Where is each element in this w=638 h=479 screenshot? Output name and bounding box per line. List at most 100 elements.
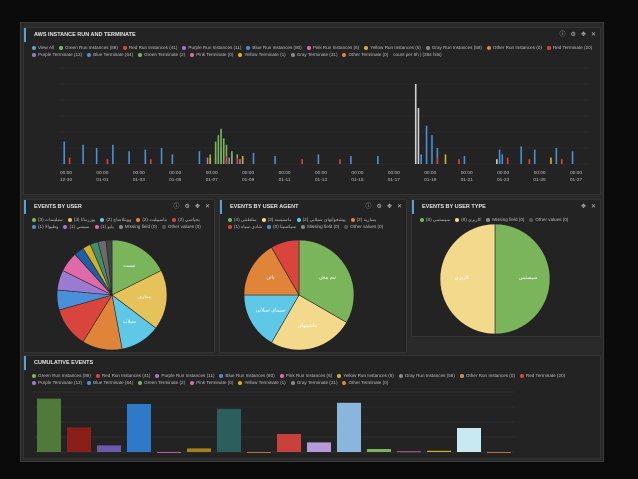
legend-swatch <box>67 217 72 222</box>
gear-icon[interactable]: ⚙ <box>570 32 576 38</box>
panel-aws-instance: AWS INSTANCE RUN AND TERMINATE ⓘ ⚙ ✥ ✕ V… <box>23 27 601 195</box>
legend-item[interactable]: پایو (1) <box>94 223 114 230</box>
legend-item[interactable]: سیکسیتا (0) <box>267 223 296 230</box>
legend-item[interactable]: ماستیسه (3) <box>261 216 292 223</box>
legend-label: پایو (1) <box>100 224 114 229</box>
legend-item[interactable]: Blue Run Instances (80) <box>219 372 275 379</box>
panel-events-by-user-agent: EVENTS BY USER AGENT ⓘ ⚙ ✥ ✕ سلطنتی (4) م… <box>219 199 407 353</box>
legend-swatch <box>100 217 105 222</box>
close-icon[interactable]: ✕ <box>590 32 596 38</box>
legend-label: Gray Terminate (31) <box>296 52 338 57</box>
legend-item[interactable]: کاربری (8) <box>455 216 481 223</box>
cumulative-bar-chart <box>34 391 514 453</box>
legend-item[interactable]: ماسیپلیت (2) <box>136 216 167 223</box>
legend-item[interactable]: Pink Run Instances (6) <box>306 44 359 51</box>
legend-item[interactable]: count per 6h | (384 hits) <box>393 51 441 58</box>
legend-item[interactable]: Other Run Instances (0) <box>459 372 515 379</box>
legend-item[interactable]: ووبتلاساج (2) <box>100 216 131 223</box>
legend-item[interactable]: Gray Terminate (31) <box>290 379 337 386</box>
legend-item[interactable]: Pink Terminate (0) <box>190 51 233 58</box>
legend-item[interactable]: Other Terminate (0) <box>342 51 388 58</box>
legend-item[interactable]: Purple Run Instances (11) <box>155 372 214 379</box>
legend-item[interactable]: Purple Run Instances (11) <box>182 44 241 51</box>
cumulative-bar <box>157 452 181 453</box>
close-icon[interactable]: ✕ <box>396 204 402 210</box>
legend-item[interactable]: Gray Run Instances (58) <box>425 44 482 51</box>
legend-item[interactable]: Yellow Run Instances (6) <box>364 44 421 51</box>
legend-item[interactable]: Gray Terminate (31) <box>290 51 338 58</box>
legend-item[interactable]: شادی سیاه (1) <box>228 223 262 230</box>
legend-item[interactable]: Missing field (0) <box>118 223 157 230</box>
pie-slice[interactable] <box>439 223 496 335</box>
i-icon[interactable]: ⓘ <box>173 204 180 210</box>
legend-item[interactable]: Yellow Terminate (1) <box>238 379 286 386</box>
legend-item[interactable]: Pink Terminate (0) <box>190 379 233 386</box>
pie-slice[interactable] <box>298 239 355 323</box>
legend-item[interactable]: Red Run Instances (41) <box>122 44 177 51</box>
legend-item[interactable]: Other Terminate (0) <box>342 379 388 386</box>
legend-item[interactable]: سيليتمات (3) <box>32 216 63 223</box>
move-icon[interactable]: ✥ <box>386 204 392 210</box>
legend-label: Missing field (0) <box>124 224 157 229</box>
i-icon[interactable]: ⓘ <box>365 204 372 210</box>
panel-events-by-user: EVENTS BY USER ⓘ ⚙ ✥ ✕ سيليتمات (3) یوزرم… <box>23 199 215 353</box>
legend-item[interactable]: Other Run Instances (0) <box>486 44 542 51</box>
move-icon[interactable]: ✥ <box>194 204 200 210</box>
gear-icon[interactable]: ⚙ <box>184 204 190 210</box>
close-icon[interactable]: ✕ <box>204 204 210 210</box>
close-icon[interactable]: ✕ <box>590 204 596 210</box>
timeline-chart: 00:0012-3000:0001-0100:0001-0300:0001-05… <box>58 67 588 183</box>
pie-slice[interactable] <box>494 223 551 335</box>
legend-item[interactable]: Red Run Instances (41) <box>95 372 150 379</box>
legend-item[interactable]: یساریه (2) <box>350 216 376 223</box>
move-icon[interactable]: ✥ <box>580 204 586 210</box>
tick-label-date: 01-27 <box>570 177 583 183</box>
legend-item[interactable]: Red Terminate (20) <box>546 44 592 51</box>
legend-swatch <box>290 52 295 57</box>
legend-item[interactable]: Green Run Instances (89) <box>32 372 91 379</box>
move-icon[interactable]: ✥ <box>580 32 586 38</box>
legend-item[interactable]: Green Terminate (2) <box>138 51 185 58</box>
pie-slice[interactable] <box>111 270 168 329</box>
timeline-bar <box>377 156 379 164</box>
legend-item[interactable]: سیستمی (8) <box>420 216 450 223</box>
legend-item[interactable]: Blue Run Instances (80) <box>246 44 302 51</box>
cumulative-bar <box>97 445 121 452</box>
legend-item[interactable]: Other values (0) <box>529 216 568 223</box>
gear-icon[interactable]: ⚙ <box>376 204 382 210</box>
legend-item[interactable]: يحياسي (2) <box>172 216 200 223</box>
i-icon[interactable]: ⓘ <box>559 32 566 38</box>
legend-swatch <box>344 224 349 229</box>
legend-item[interactable]: Yellow Terminate (1) <box>238 51 286 58</box>
pie-slice[interactable] <box>271 239 300 297</box>
tick-label-date: 01-03 <box>133 177 146 183</box>
legend-item[interactable]: Pink Run Instances (6) <box>279 372 332 379</box>
pie-slice[interactable] <box>243 246 300 296</box>
legend-item[interactable]: Yellow Run Instances (6) <box>337 372 394 379</box>
legend-item[interactable]: Missing field (0) <box>301 223 339 230</box>
legend-item[interactable]: سيسي (1) <box>63 223 90 230</box>
legend-item[interactable]: Gray Run Instances (58) <box>398 372 455 379</box>
legend-item[interactable]: Red Terminate (20) <box>519 372 565 379</box>
legend-item[interactable]: پیشخوانهای سیلابی (2) <box>296 216 346 223</box>
legend-item[interactable]: Other values (0) <box>344 223 383 230</box>
legend-item[interactable]: Blue Terminate (64) <box>87 51 133 58</box>
legend-item[interactable]: سلطنتی (4) <box>228 216 257 223</box>
pie-slice[interactable] <box>271 294 348 351</box>
pie-slice[interactable] <box>105 239 113 296</box>
pie-slice[interactable] <box>111 239 162 296</box>
legend-item[interactable]: Other values (0) <box>161 223 201 230</box>
legend-item[interactable]: Green Terminate (2) <box>138 379 185 386</box>
legend-item[interactable]: Purple Terminate (12) <box>32 379 82 386</box>
legend-item[interactable]: یوزرماتا (3) <box>67 216 95 223</box>
legend-item[interactable]: Purple Terminate (12) <box>32 51 82 58</box>
legend-item[interactable]: View All <box>32 44 54 51</box>
legend-item[interactable]: Blue Terminate (64) <box>87 379 133 386</box>
legend-item[interactable]: Green Run Instances (89) <box>59 44 118 51</box>
legend-item[interactable]: وطيوالا (1) <box>32 223 58 230</box>
legend-swatch <box>529 217 534 222</box>
pie-slice[interactable] <box>243 294 300 344</box>
legend-item[interactable]: Missing field (0) <box>486 216 524 223</box>
legend-label: Green Terminate (2) <box>144 380 186 385</box>
timeline-bar <box>241 156 244 164</box>
